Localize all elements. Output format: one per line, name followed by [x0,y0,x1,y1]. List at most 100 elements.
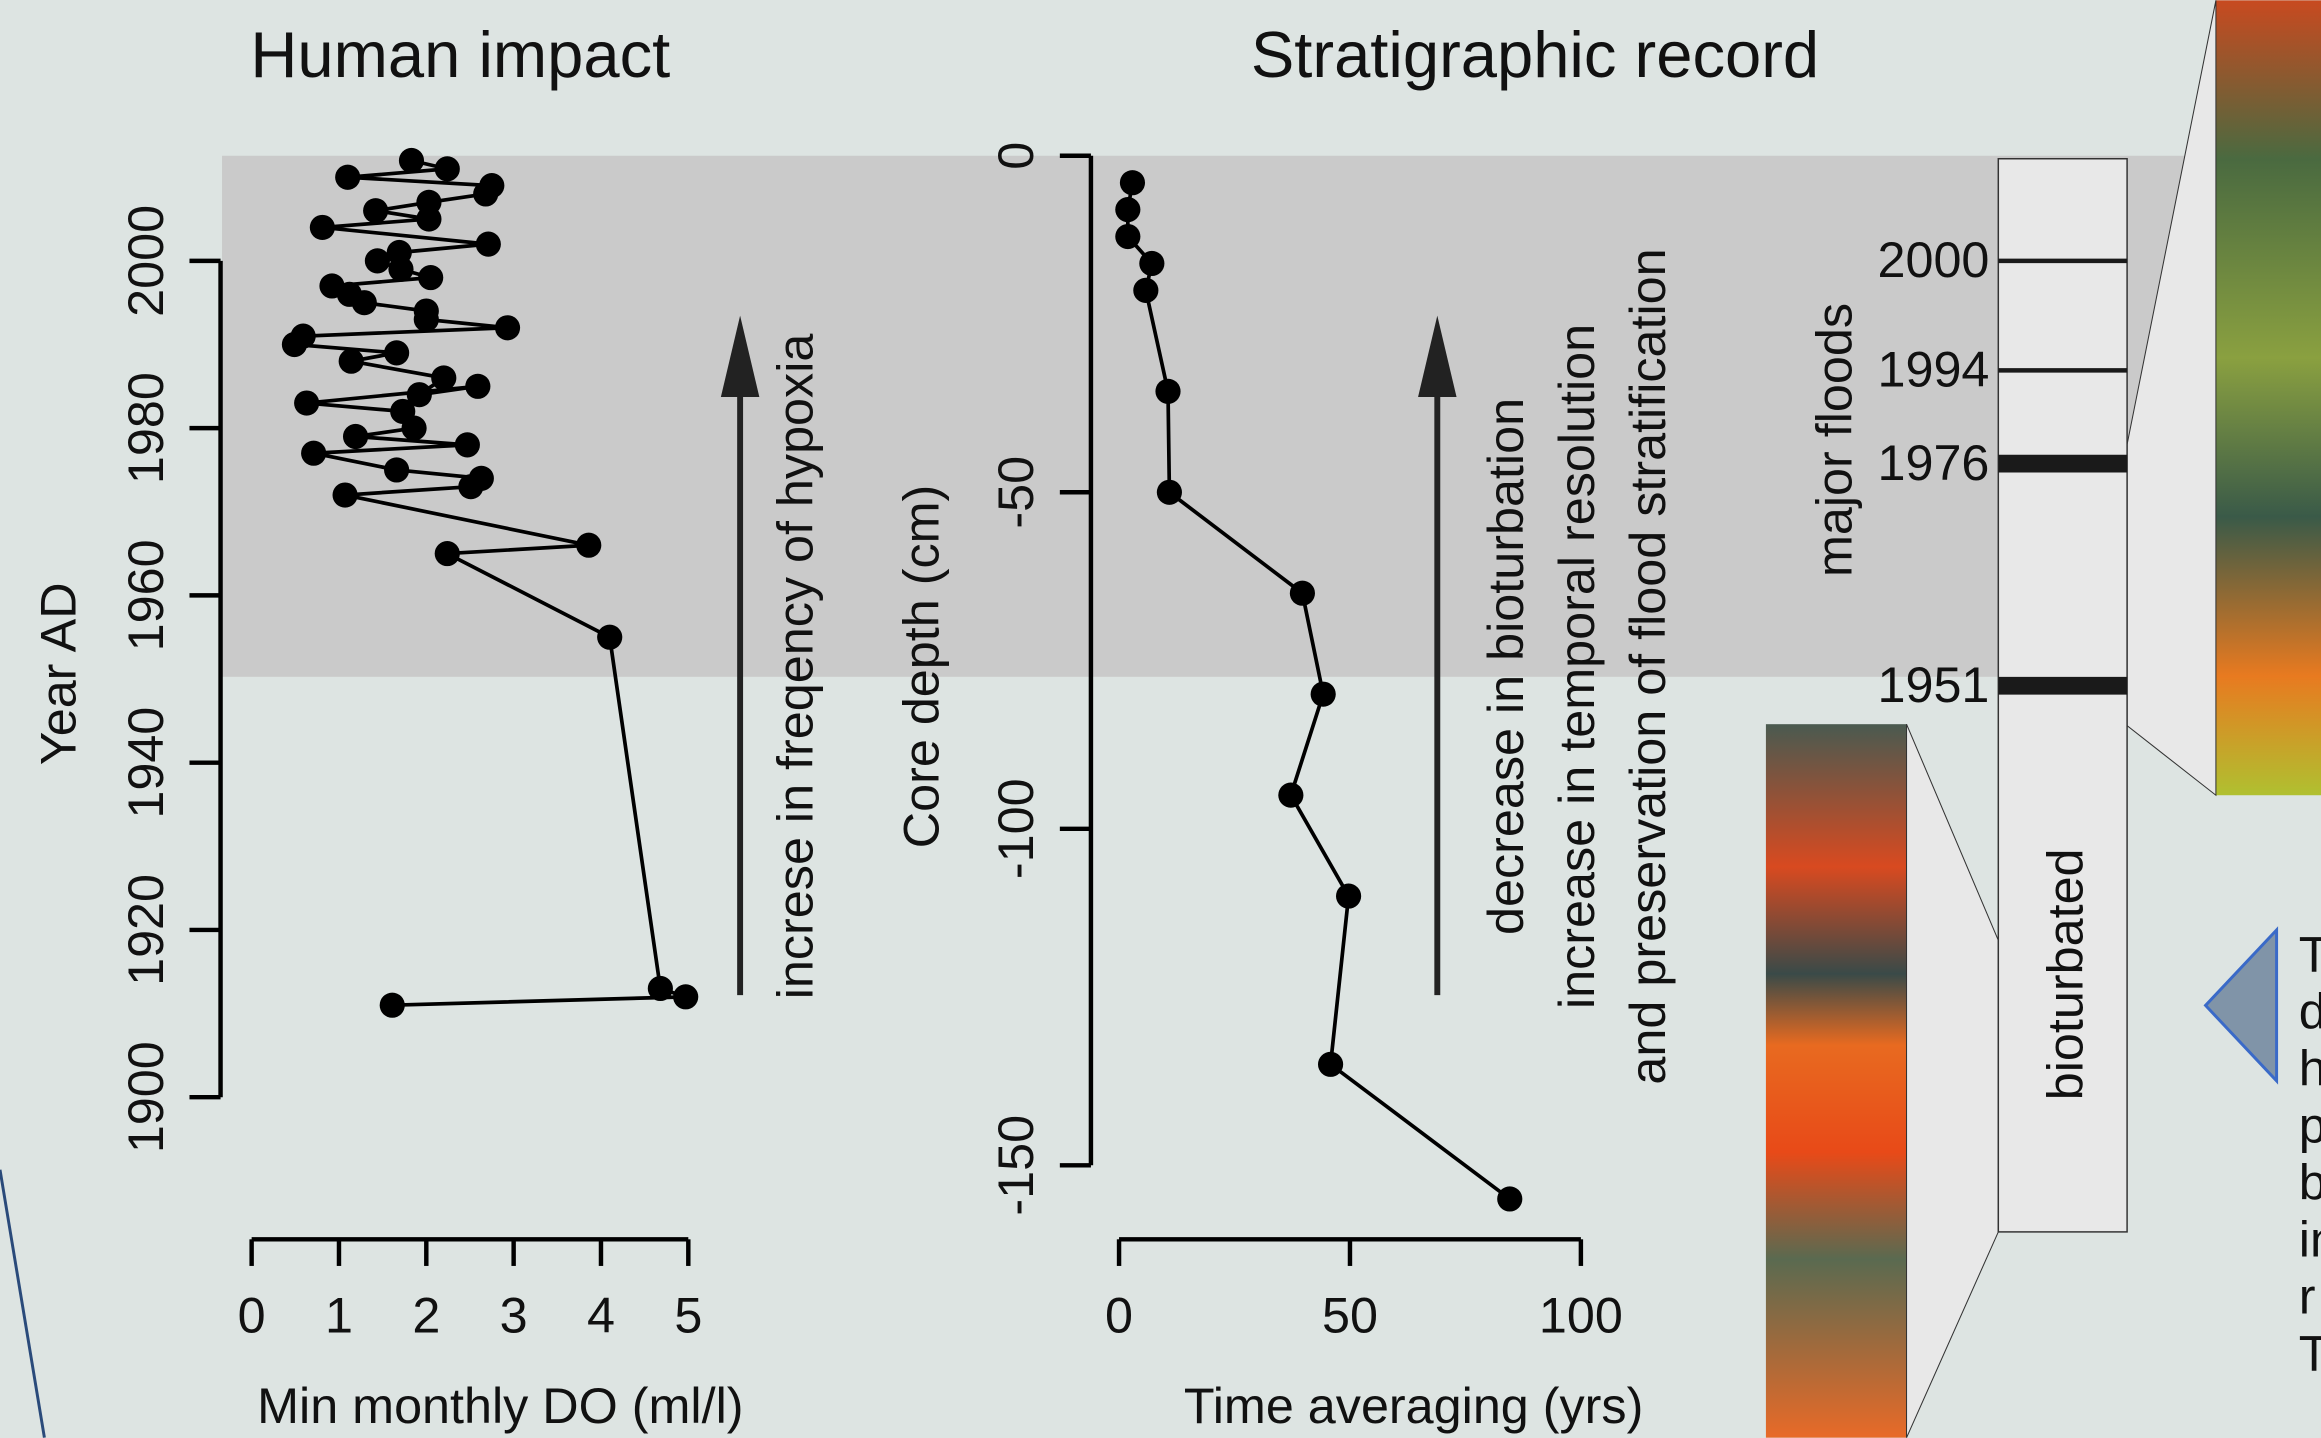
zoom-connector [1906,723,1999,1438]
flood-year: 1976 [1877,434,1989,491]
data-point [413,298,439,324]
side-text: T [2299,1324,2321,1381]
data-point [379,992,405,1018]
data-point [673,984,699,1010]
data-point [384,457,410,483]
x-tick-label: 0 [1105,1287,1133,1344]
flood-year: 1951 [1877,656,1989,713]
data-point [406,382,432,408]
data-point [342,423,369,450]
data-point [1119,170,1146,196]
data-point [363,198,389,224]
y-tick-label: 2000 [117,205,174,317]
data-point [465,373,491,399]
data-point [416,189,442,215]
x-tick-label: 2 [412,1287,440,1344]
data-point [290,323,316,349]
side-text: r [2299,1267,2316,1324]
data-point [576,532,602,558]
pointer [2203,926,2279,1085]
data-point [1115,197,1141,223]
data-point [418,265,444,291]
core-column [1997,157,2128,1233]
flood-year: 2000 [1877,231,1989,288]
data-point [364,248,390,274]
y-tick-label: 1940 [117,707,174,819]
data-point [468,465,494,491]
annotation: decrease in bioturbation [1477,398,1534,935]
side-text: b [2299,1153,2321,1210]
y-tick-label: 1960 [117,539,174,651]
y-tick-label: -50 [987,456,1044,529]
side-text: d [2299,982,2321,1039]
y-axis-label: Year AD [29,582,86,765]
x-axis-label: Min monthly DO (ml/l) [257,1377,743,1434]
data-point [338,348,364,374]
x-tick-label: 4 [587,1287,615,1344]
data-point [301,440,327,466]
data-point [434,541,460,567]
data-point [386,239,412,266]
data-point [1336,883,1362,909]
data-point [335,164,361,190]
side-text: in [2299,1210,2321,1267]
x-tick-label: 5 [674,1287,702,1344]
data-point [390,398,416,424]
core-image-top [2215,0,2321,796]
data-point [1317,1051,1344,1077]
zone-label: bioturbated [2037,848,2094,1100]
data-point [1289,580,1315,606]
recent-band [222,155,2191,677]
data-point [647,975,673,1002]
data-point [1115,223,1141,250]
chart-title: Human impact [250,18,670,91]
flood-year: 1994 [1877,341,1989,398]
data-point [475,231,501,257]
y-tick-label: 1900 [117,1041,174,1153]
y-tick-label: 1980 [117,372,174,484]
data-point [479,173,505,199]
y-axis-label: Core depth (cm) [892,485,949,848]
side-text: p [2299,1096,2321,1153]
core-image-bottom [1765,724,1907,1438]
annotation: increse in freqency of hypoxia [767,334,824,1000]
x-tick-label: 50 [1322,1287,1378,1344]
data-point [309,214,335,240]
data-point [454,432,480,458]
x-tick-label: 0 [238,1287,266,1344]
x-tick-label: 100 [1539,1287,1623,1344]
edge-line [0,1169,46,1438]
side-text: h [2299,1039,2321,1096]
y-tick-label: -100 [987,778,1044,879]
data-point [1278,782,1304,808]
side-text: T [2299,925,2321,982]
x-tick-label: 1 [325,1287,353,1344]
data-point [1155,378,1181,404]
data-point [398,147,425,174]
zoom-connector [2126,0,2217,797]
data-point [1139,250,1165,277]
data-point [294,390,320,416]
floods-label: major floods [1806,303,1863,577]
data-point [1156,479,1182,505]
chart-title: Stratigraphic record [1251,18,1819,91]
annotation: and preservation of flood stratification [1619,248,1676,1084]
x-tick-label: 3 [500,1287,528,1344]
data-point [431,365,457,391]
data-point [319,273,345,299]
annotation: increase in temporal resolution [1548,324,1605,1009]
y-tick-label: 1920 [117,874,174,986]
data-point [384,340,410,366]
y-tick-label: -150 [987,1115,1044,1216]
data-point [1133,277,1159,303]
data-point [597,624,623,650]
arrow-head [1418,315,1457,398]
data-point [332,482,358,508]
data-point [434,156,460,182]
data-point [494,315,521,341]
arrow-head [720,315,760,398]
y-tick-label: 0 [987,142,1044,170]
x-axis-label: Time averaging (yrs) [1184,1377,1643,1434]
